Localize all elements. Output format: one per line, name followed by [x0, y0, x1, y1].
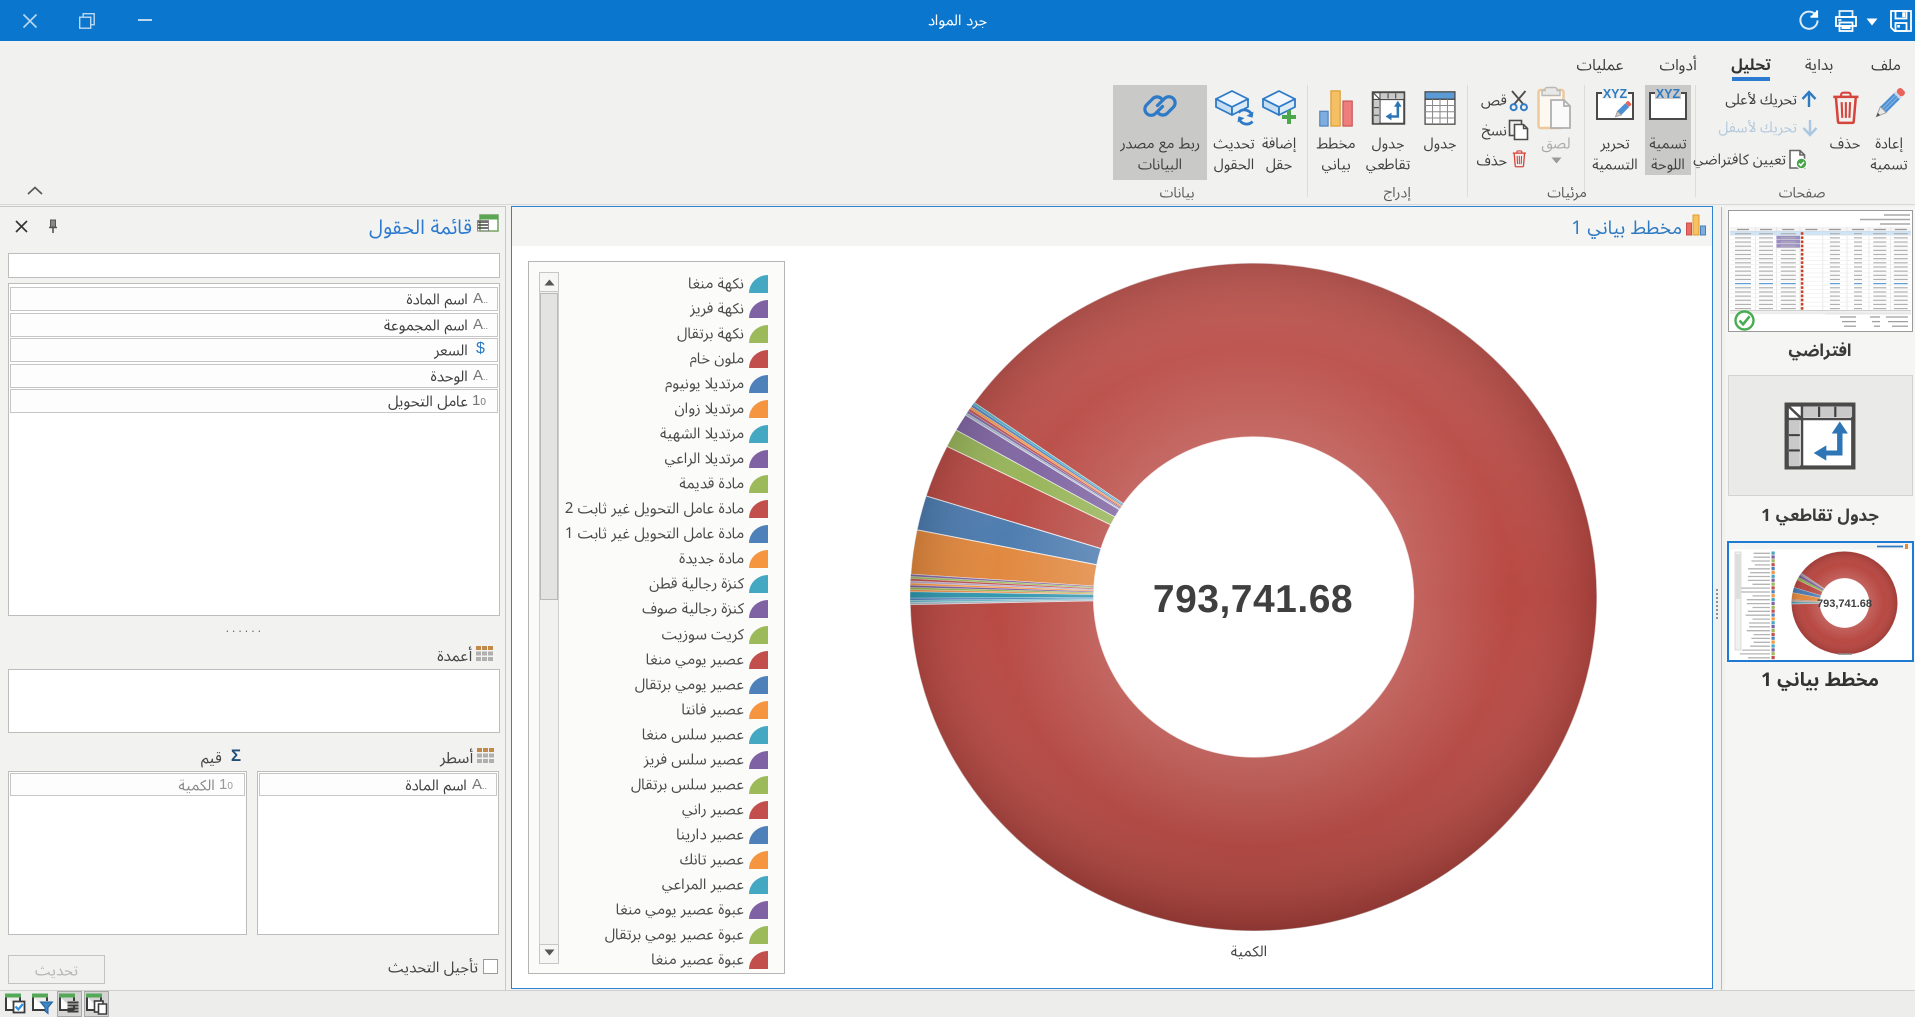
- svg-text:XYZ: XYZ: [1603, 87, 1628, 101]
- svg-text:Σ: Σ: [231, 746, 241, 765]
- svg-text:793,741.68: 793,741.68: [1817, 598, 1872, 610]
- svg-text:XYZ: XYZ: [1656, 87, 1681, 101]
